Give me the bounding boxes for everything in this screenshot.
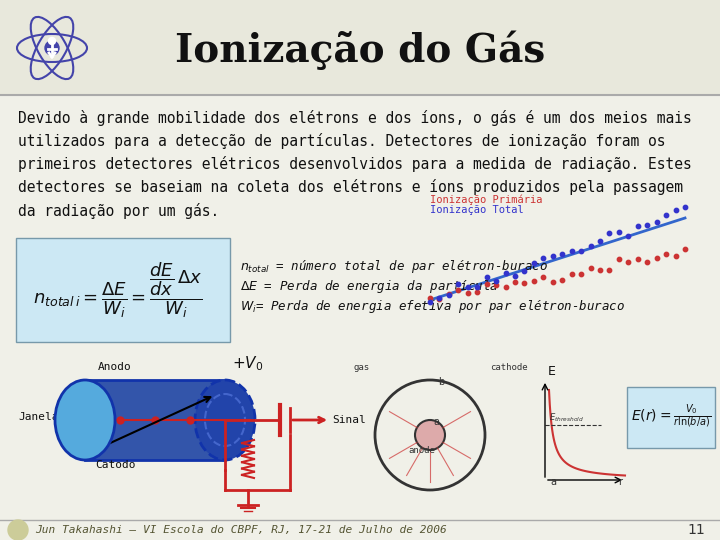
Point	[443, 290, 454, 299]
Point	[557, 249, 568, 258]
Text: Ionização do Gás: Ionização do Gás	[175, 30, 545, 70]
FancyBboxPatch shape	[627, 387, 715, 448]
Point	[660, 249, 672, 258]
Text: 11: 11	[688, 523, 705, 537]
Point	[613, 254, 625, 263]
Point	[623, 231, 634, 240]
Text: Anodo: Anodo	[98, 362, 132, 372]
Circle shape	[45, 41, 59, 55]
Point	[575, 269, 587, 278]
Point	[490, 280, 502, 289]
Point	[679, 245, 690, 254]
Text: E: E	[548, 365, 556, 378]
Text: $n_{total\,i} = \dfrac{\Delta E}{W_i} = \dfrac{\dfrac{dE}{dx}\,\Delta x}{W_i}$: $n_{total\,i} = \dfrac{\Delta E}{W_i} = …	[33, 260, 203, 320]
Point	[585, 264, 596, 272]
Point	[500, 282, 511, 291]
FancyBboxPatch shape	[16, 238, 230, 342]
Point	[490, 276, 502, 285]
Point	[538, 273, 549, 281]
Point	[528, 258, 540, 267]
Point	[603, 265, 615, 274]
Text: b: b	[438, 377, 444, 387]
FancyBboxPatch shape	[85, 380, 225, 460]
Ellipse shape	[195, 380, 255, 460]
Point	[557, 275, 568, 284]
Point	[472, 287, 483, 296]
Point	[528, 277, 540, 286]
Text: Jun Takahashi – VI Escola do CBPF, RJ, 17-21 de Julho de 2006: Jun Takahashi – VI Escola do CBPF, RJ, 1…	[35, 525, 446, 535]
Point	[670, 252, 681, 260]
Text: $+V_0$: $+V_0$	[233, 354, 264, 373]
Point	[670, 206, 681, 214]
Point	[462, 289, 474, 298]
Point	[509, 272, 521, 281]
Point	[433, 294, 445, 303]
Point	[566, 270, 577, 279]
Point	[462, 282, 474, 291]
Point	[424, 298, 436, 306]
Text: Ionização Total: Ionização Total	[430, 205, 523, 215]
Point	[500, 268, 511, 277]
Point	[538, 253, 549, 262]
Point	[433, 293, 445, 302]
FancyBboxPatch shape	[0, 0, 720, 95]
Point	[575, 247, 587, 256]
Text: Ionização Primária: Ionização Primária	[430, 194, 542, 205]
Ellipse shape	[55, 380, 115, 460]
Text: Janela: Janela	[18, 412, 58, 422]
Point	[632, 221, 644, 230]
Circle shape	[48, 37, 55, 44]
Point	[585, 241, 596, 250]
Text: Catodo: Catodo	[95, 460, 135, 470]
Point	[623, 258, 634, 267]
Text: Devido à grande mobilidade dos elétrons e dos íons, o gás é um dos meios mais
ut: Devido à grande mobilidade dos elétrons …	[18, 110, 692, 219]
Point	[613, 228, 625, 237]
Point	[603, 229, 615, 238]
Text: $E(r) = \frac{V_0}{r\ln(b/a)}$: $E(r) = \frac{V_0}{r\ln(b/a)}$	[631, 403, 711, 431]
Point	[651, 218, 662, 226]
Text: gas: gas	[354, 363, 370, 372]
Point	[518, 279, 530, 287]
Point	[566, 247, 577, 255]
Text: a: a	[550, 477, 556, 487]
Point	[642, 220, 653, 229]
Text: $W_i$= Perda de energia efetiva por par elétron-buraco: $W_i$= Perda de energia efetiva por par …	[240, 298, 625, 315]
Point	[632, 255, 644, 264]
Text: anode: anode	[408, 446, 436, 455]
Circle shape	[415, 420, 445, 450]
Point	[594, 237, 606, 246]
Point	[424, 294, 436, 303]
Point	[660, 211, 672, 219]
Point	[547, 278, 559, 287]
Point	[642, 258, 653, 267]
Point	[594, 266, 606, 274]
Text: $\Delta E$ = Perda de energia da partícula: $\Delta E$ = Perda de energia da partícu…	[240, 278, 498, 295]
Point	[453, 280, 464, 288]
Point	[481, 280, 492, 288]
Point	[679, 202, 690, 211]
Text: a: a	[433, 417, 439, 427]
Text: $n_{total}$ = número total de par elétron-buraco: $n_{total}$ = número total de par elétro…	[240, 258, 548, 275]
Text: r: r	[618, 477, 622, 487]
Point	[509, 278, 521, 286]
Circle shape	[8, 520, 28, 540]
Point	[651, 253, 662, 262]
Point	[443, 291, 454, 300]
Point	[472, 282, 483, 291]
Text: Sinal: Sinal	[332, 415, 366, 425]
Point	[547, 252, 559, 260]
Text: cathode: cathode	[490, 363, 528, 372]
Point	[481, 273, 492, 282]
Point	[453, 285, 464, 294]
Point	[518, 267, 530, 275]
Text: $E_{threshold}$: $E_{threshold}$	[549, 411, 584, 423]
